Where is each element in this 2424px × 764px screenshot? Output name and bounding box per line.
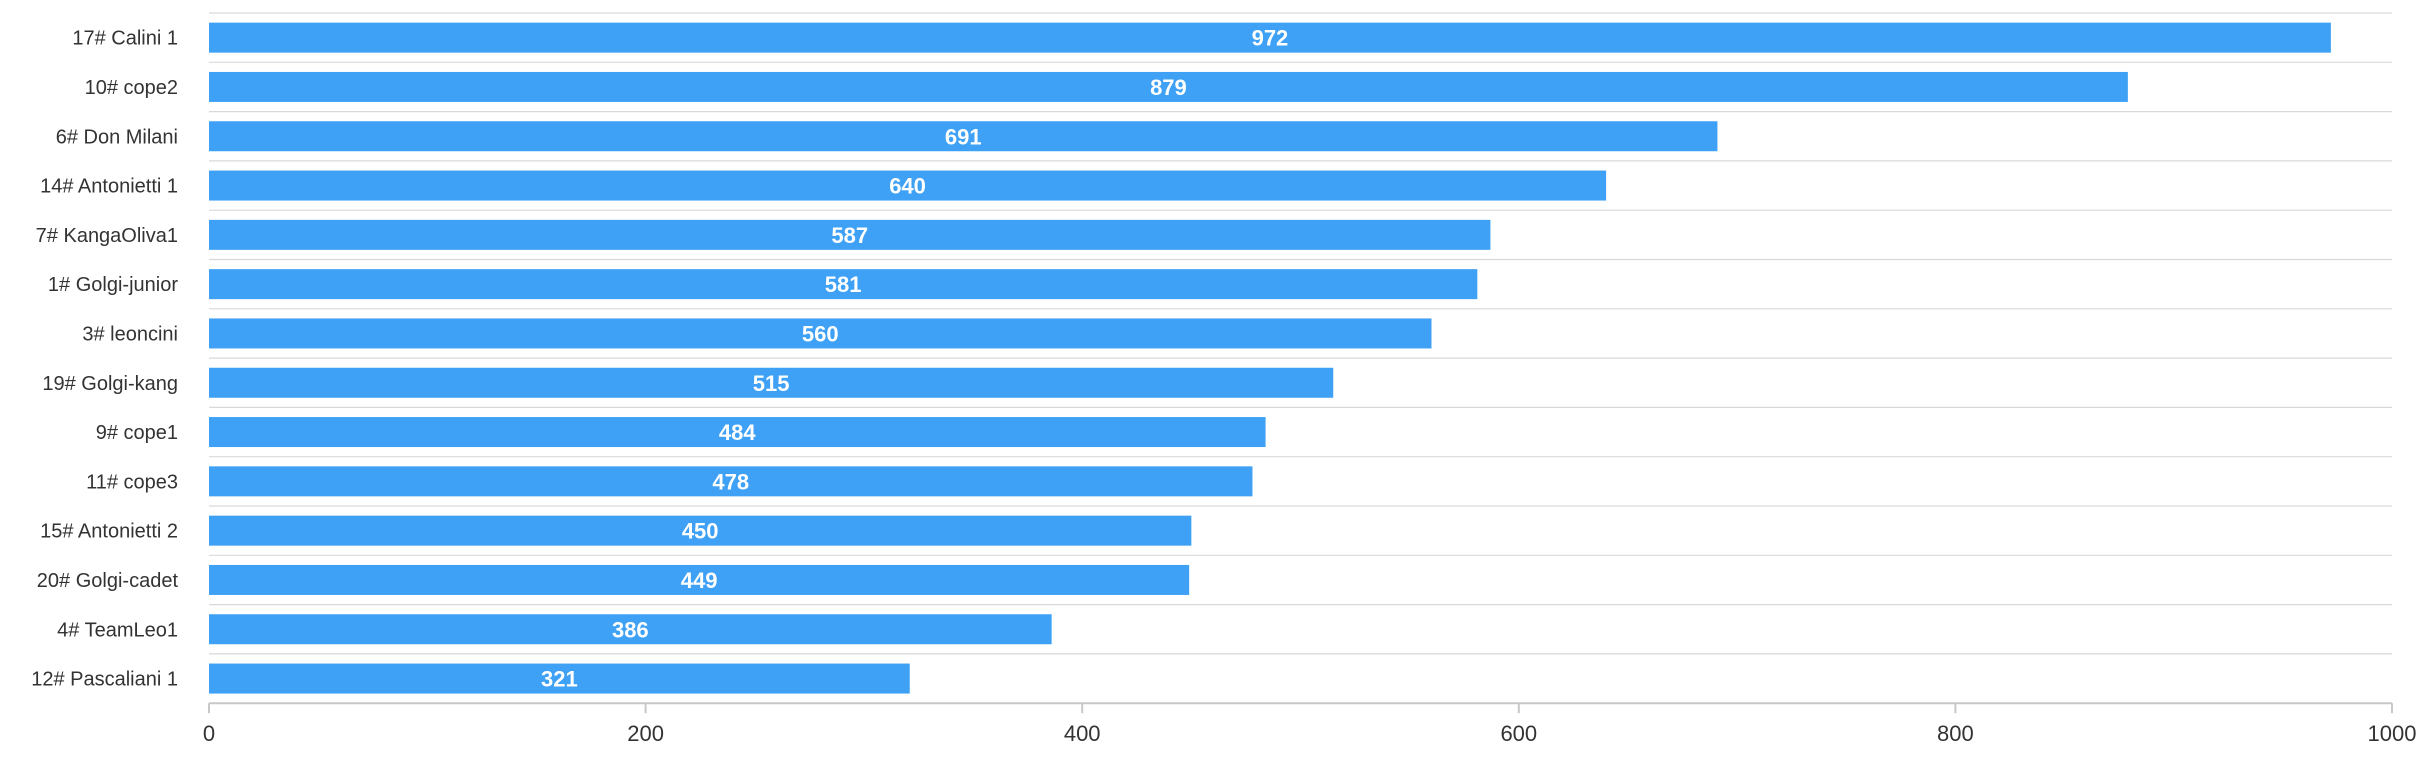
- bar: [209, 515, 1192, 546]
- x-tick-label: 0: [203, 721, 215, 746]
- category-label: 3# leoncini: [82, 323, 178, 345]
- bar-value-label: 587: [831, 223, 868, 248]
- bar: [209, 367, 1334, 398]
- bar-value-label: 640: [889, 174, 926, 199]
- category-label: 14# Antonietti 1: [40, 176, 178, 198]
- bar-value-label: 321: [541, 667, 578, 692]
- bar: [209, 71, 2128, 102]
- bar: [209, 269, 1478, 300]
- category-label: 15# Antonietti 2: [40, 521, 178, 543]
- category-label: 7# KangaOliva1: [36, 225, 178, 247]
- bar: [209, 121, 1718, 152]
- x-tick-label: 200: [627, 721, 664, 746]
- category-label: 4# TeamLeo1: [57, 619, 178, 641]
- x-tick-label: 800: [1937, 721, 1974, 746]
- category-label: 12# Pascaliani 1: [31, 669, 178, 691]
- bar: [209, 663, 910, 694]
- bar: [209, 318, 1432, 349]
- bar-value-label: 450: [682, 519, 719, 544]
- category-label: 10# cope2: [85, 77, 178, 99]
- grid-layer: [209, 12, 2392, 655]
- bar: [209, 466, 1253, 497]
- category-label: 9# cope1: [96, 422, 178, 444]
- bar: [209, 219, 1491, 250]
- bar-value-label: 386: [612, 617, 649, 642]
- x-tick-label: 1000: [2368, 721, 2417, 746]
- category-label: 11# cope3: [86, 471, 178, 493]
- bar-value-label: 560: [802, 321, 839, 346]
- bar: [209, 417, 1266, 448]
- bar: [209, 614, 1052, 645]
- axis-layer: 17# Calini 1 10# cope2 6# Don Milani 14# An…: [31, 28, 2416, 747]
- x-tick-label: 400: [1064, 721, 1101, 746]
- bar-value-label: 691: [945, 124, 982, 149]
- bar: [209, 170, 1607, 201]
- bar-layer: 972 879 691 640 587 581 560 515 484 478 450 449 386 3…: [209, 22, 2331, 694]
- bar-value-label: 484: [719, 420, 756, 445]
- bar: [209, 564, 1190, 595]
- category-label: 19# Golgi-kang: [42, 373, 178, 395]
- category-label: 1# Golgi-junior: [48, 274, 178, 296]
- category-label: 17# Calini 1: [72, 28, 178, 50]
- bar: [209, 22, 2331, 53]
- bar-value-label: 972: [1252, 26, 1289, 51]
- bar-value-label: 449: [681, 568, 718, 593]
- category-label: 20# Golgi-cadet: [37, 570, 179, 592]
- category-label: 6# Don Milani: [56, 126, 178, 148]
- x-tick-label: 600: [1500, 721, 1537, 746]
- bar-value-label: 478: [712, 469, 749, 494]
- bar-value-label: 515: [753, 371, 790, 396]
- bar-value-label: 879: [1150, 75, 1187, 100]
- bar-value-label: 581: [825, 272, 862, 297]
